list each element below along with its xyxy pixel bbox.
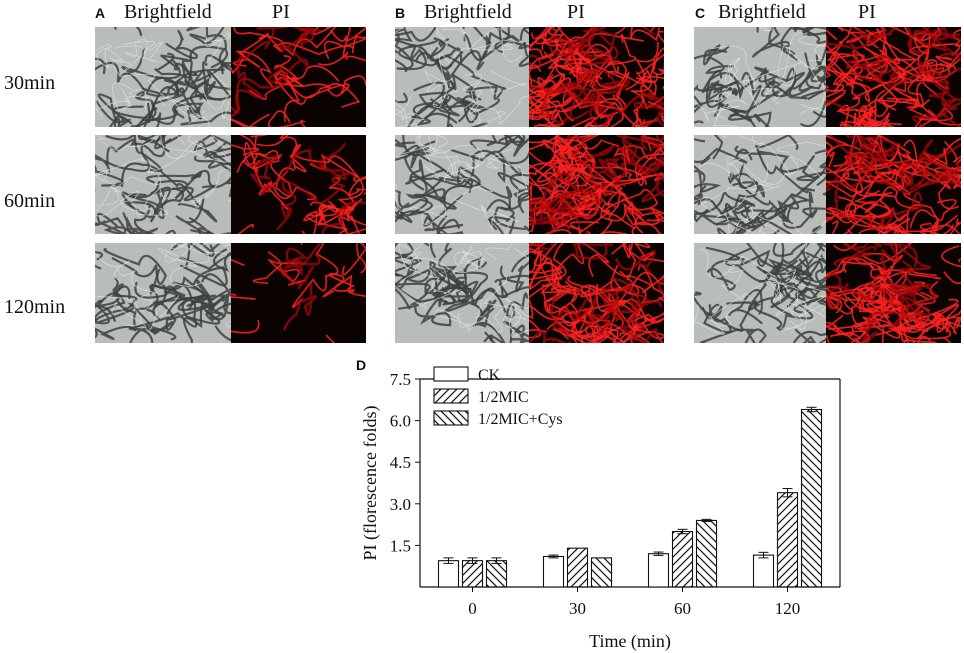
bar <box>776 492 799 588</box>
pi-fluorescence-image-b-30min <box>529 27 664 127</box>
col-title-brightfield-a: Brightfield <box>124 1 212 23</box>
y-tick-label: 6.0 <box>390 412 411 431</box>
bar <box>752 554 775 588</box>
pi-fluorescence-image-a-30min <box>231 27 366 127</box>
y-axis-title: PI (florescence folds) <box>360 406 381 561</box>
legend-label: 1/2MIC+Cys <box>478 411 563 428</box>
brightfield-image-b-30min <box>395 27 529 127</box>
row-label-60min: 60min <box>4 190 56 212</box>
panel-letter-b: B <box>395 5 406 21</box>
y-tick-label: 4.5 <box>390 453 411 472</box>
x-tick-label: 0 <box>468 599 477 618</box>
legend-label: 1/2MIC <box>478 389 529 406</box>
col-title-pi-a: PI <box>272 1 290 23</box>
bar-chart-pi-fluorescence: 1.5 3.0 4.5 6.0 7.5 0 30 60 120 Time (min) PI (flo… <box>360 366 841 652</box>
brightfield-image-a-120min <box>95 243 231 343</box>
x-tick-label: 30 <box>569 599 586 618</box>
pi-fluorescence-image-c-60min <box>826 135 961 234</box>
bar <box>647 553 670 588</box>
legend-swatch <box>433 366 469 382</box>
panel-letter-d: D <box>356 357 367 373</box>
col-title-brightfield-c: Brightfield <box>718 1 806 23</box>
legend-swatch <box>433 410 469 426</box>
bar <box>461 560 484 588</box>
bar <box>590 557 613 588</box>
brightfield-image-b-60min <box>395 135 529 234</box>
x-axis-title: Time (min) <box>589 631 671 652</box>
pi-fluorescence-image-c-120min <box>826 243 961 343</box>
x-tick-label: 60 <box>674 599 691 618</box>
panel-letter-c: C <box>695 5 706 21</box>
pi-fluorescence-image-a-60min <box>231 135 366 234</box>
bar <box>566 547 589 588</box>
col-title-brightfield-b: Brightfield <box>424 1 512 23</box>
bar <box>800 408 823 588</box>
col-title-pi-b: PI <box>567 1 585 23</box>
brightfield-image-a-60min <box>95 135 231 234</box>
legend-swatch <box>433 388 469 404</box>
brightfield-image-c-60min <box>694 135 826 234</box>
row-label-30min: 30min <box>4 72 56 94</box>
brightfield-image-b-120min <box>395 243 529 343</box>
y-tick-label: 3.0 <box>390 495 411 514</box>
brightfield-image-c-30min <box>694 27 826 127</box>
pi-fluorescence-image-a-120min <box>231 243 366 343</box>
x-tick-label: 120 <box>775 599 801 618</box>
bar <box>671 530 694 588</box>
brightfield-image-a-30min <box>95 27 231 127</box>
y-tick-label: 7.5 <box>390 370 411 389</box>
legend-label: CK <box>478 367 501 384</box>
bar <box>695 519 718 588</box>
bar <box>485 560 508 588</box>
brightfield-image-c-120min <box>694 243 826 343</box>
row-label-120min: 120min <box>4 296 66 318</box>
pi-fluorescence-image-b-60min <box>529 135 664 234</box>
y-tick-label: 1.5 <box>390 536 411 555</box>
bar <box>437 560 460 588</box>
bar <box>542 555 565 588</box>
panel-letter-a: A <box>95 5 106 21</box>
pi-fluorescence-image-c-30min <box>826 27 961 127</box>
col-title-pi-c: PI <box>858 1 876 23</box>
pi-fluorescence-image-b-120min <box>529 243 664 343</box>
